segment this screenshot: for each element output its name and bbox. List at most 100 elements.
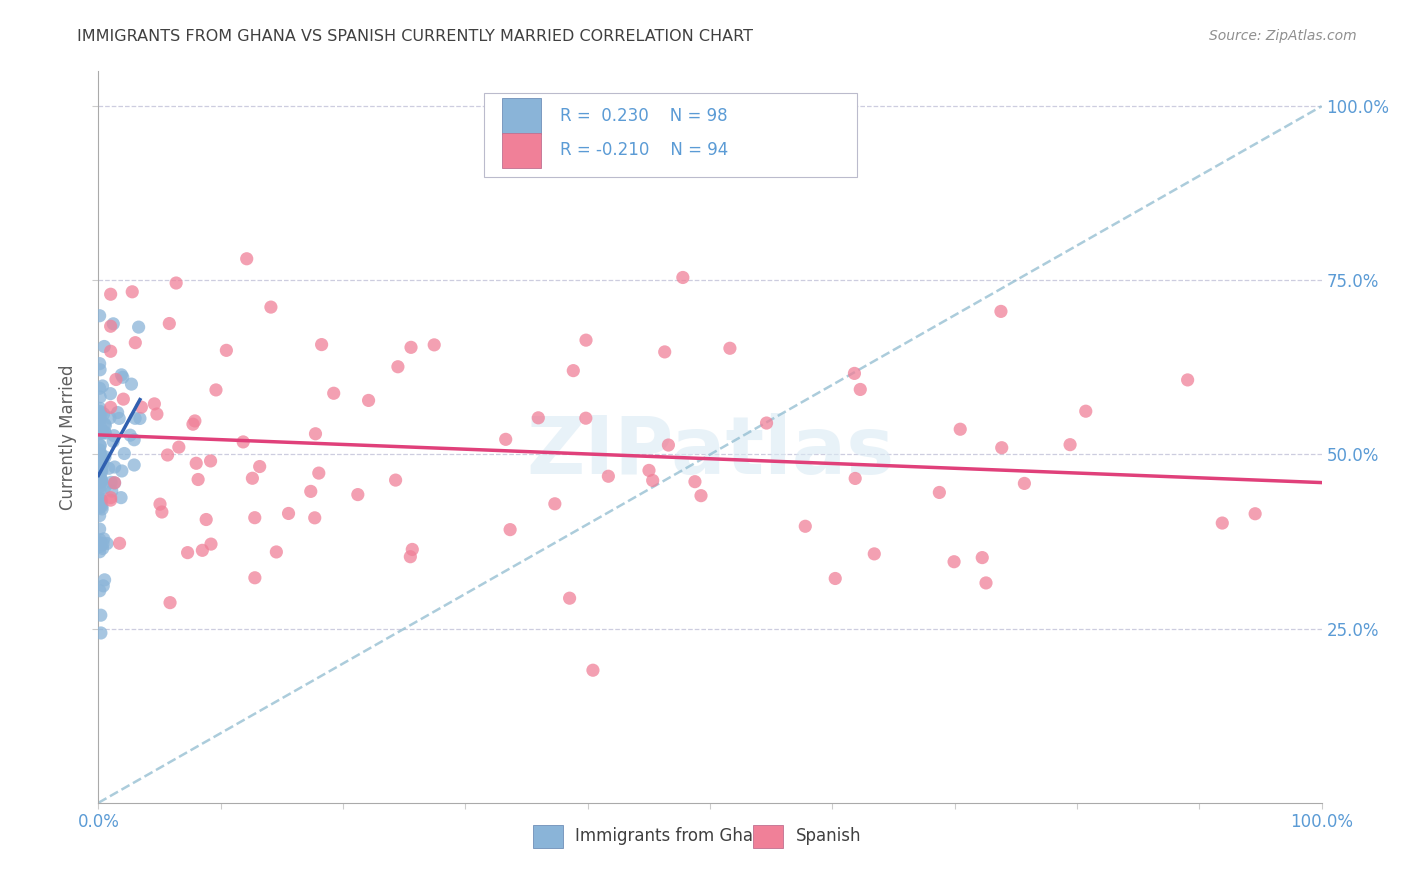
Point: [641, 474, 664, 488]
Point: [90, 450, 112, 464]
Point: [844, 471, 866, 485]
Point: [90, 491, 112, 506]
Point: [187, 473, 209, 487]
Point: [90, 474, 112, 488]
Point: [186, 456, 208, 470]
Point: [146, 407, 169, 421]
Point: [89, 438, 111, 452]
Point: [124, 335, 146, 350]
Point: [544, 497, 567, 511]
Point: [89, 540, 111, 554]
Point: [399, 340, 422, 354]
Point: [89, 463, 111, 477]
Point: [93, 532, 115, 546]
Point: [89, 483, 111, 497]
Point: [89, 496, 111, 510]
Point: [120, 428, 142, 442]
Point: [89, 500, 111, 515]
Point: [91, 499, 114, 513]
Point: [100, 344, 122, 359]
Point: [93, 417, 115, 431]
Point: [94, 418, 117, 433]
Point: [89, 357, 111, 371]
Point: [718, 341, 741, 355]
Point: [974, 576, 997, 591]
Bar: [533, 825, 564, 848]
Point: [122, 458, 145, 472]
Point: [143, 397, 166, 411]
Point: [89, 442, 111, 457]
Y-axis label: Currently Married: Currently Married: [59, 364, 77, 510]
Point: [399, 549, 422, 564]
Point: [89, 420, 111, 434]
Point: [235, 252, 257, 266]
Point: [90, 608, 112, 623]
Point: [89, 508, 111, 523]
Point: [104, 372, 127, 386]
Point: [103, 434, 125, 449]
Point: [89, 497, 111, 511]
Point: [322, 386, 344, 401]
Point: [943, 555, 966, 569]
Point: [582, 663, 605, 677]
Point: [89, 411, 111, 425]
Point: [97, 461, 120, 475]
Point: [91, 379, 114, 393]
Point: [89, 453, 111, 467]
Point: [129, 411, 152, 425]
Point: [657, 438, 679, 452]
Point: [89, 537, 111, 551]
Text: R = -0.210    N = 94: R = -0.210 N = 94: [560, 141, 728, 160]
Point: [277, 507, 299, 521]
Point: [794, 519, 817, 533]
Point: [150, 505, 173, 519]
Point: [89, 479, 111, 493]
Point: [638, 463, 661, 477]
Point: [690, 489, 713, 503]
Point: [89, 451, 111, 466]
Point: [562, 364, 585, 378]
Point: [91, 457, 114, 471]
Point: [93, 573, 115, 587]
Point: [159, 596, 181, 610]
Point: [89, 401, 111, 416]
Point: [111, 464, 134, 478]
Point: [91, 541, 114, 556]
Point: [558, 591, 581, 606]
Point: [91, 456, 114, 470]
Point: [304, 426, 326, 441]
Point: [824, 572, 846, 586]
Point: [90, 425, 112, 440]
Point: [598, 469, 620, 483]
Point: [863, 547, 886, 561]
Point: [89, 426, 111, 441]
Point: [184, 414, 207, 428]
Point: [90, 407, 112, 421]
Point: [384, 473, 406, 487]
Point: [1244, 507, 1267, 521]
Point: [110, 491, 132, 505]
Point: [100, 475, 122, 490]
Point: [311, 337, 333, 351]
Point: [91, 579, 114, 593]
Point: [93, 481, 115, 495]
Point: [242, 471, 264, 485]
Point: [401, 542, 423, 557]
Point: [90, 463, 112, 477]
Point: [103, 475, 125, 490]
Point: [1074, 404, 1097, 418]
Point: [191, 543, 214, 558]
Point: [90, 626, 112, 640]
Bar: [752, 825, 783, 848]
Point: [90, 470, 112, 484]
Point: [94, 450, 117, 464]
Bar: [502, 133, 541, 168]
Point: [110, 368, 132, 382]
Point: [100, 287, 122, 301]
Point: [89, 545, 111, 559]
Point: [1177, 373, 1199, 387]
Text: ZIPatlas: ZIPatlas: [526, 413, 894, 491]
Point: [260, 300, 283, 314]
Point: [93, 425, 115, 439]
Point: [107, 406, 129, 420]
